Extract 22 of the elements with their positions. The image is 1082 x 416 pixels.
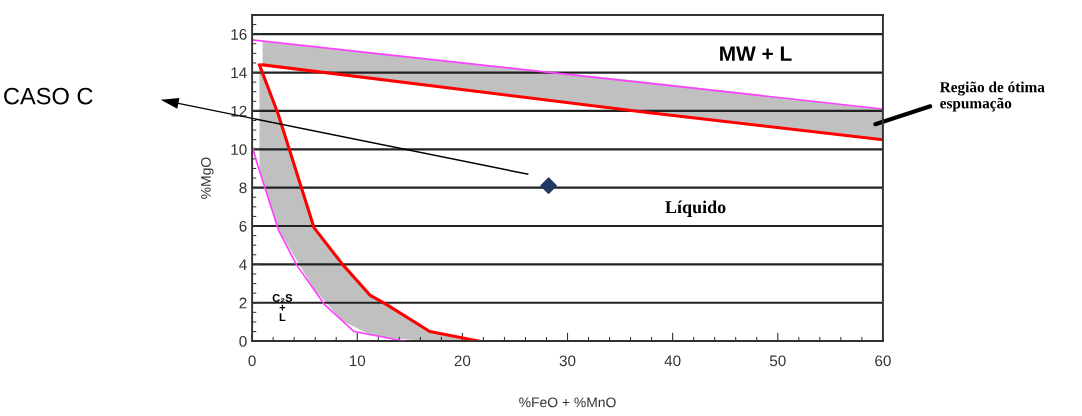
y-axis-title: %MgO xyxy=(201,157,214,199)
y-tick-label: 0 xyxy=(239,335,247,347)
x-tick-label: 20 xyxy=(454,355,471,367)
y-tick-label: 2 xyxy=(239,297,247,309)
y-tick-label: 6 xyxy=(239,220,247,232)
annotation: C₂S + L xyxy=(272,294,293,321)
y-tick-label: 8 xyxy=(239,182,247,194)
y-tick-label: 14 xyxy=(231,67,247,79)
x-tick-label: 30 xyxy=(559,355,576,367)
y-tick-label: 16 xyxy=(231,29,247,40)
x-tick-label: 40 xyxy=(664,355,681,367)
x-tick-label: 60 xyxy=(875,355,891,367)
x-tick-label: 50 xyxy=(769,355,786,367)
y-tick-label: 10 xyxy=(231,144,247,155)
x-tick-label: 0 xyxy=(248,355,256,367)
annotation: MW + L xyxy=(720,46,792,61)
annotation: Líquido xyxy=(665,200,726,217)
text: Região de ótima espumação xyxy=(939,81,1045,112)
text: CASO C xyxy=(4,87,93,105)
x-axis-title: %FeO + %MnO xyxy=(519,397,616,408)
x-tick-label: 10 xyxy=(349,355,366,367)
y-tick-label: 4 xyxy=(239,259,247,270)
